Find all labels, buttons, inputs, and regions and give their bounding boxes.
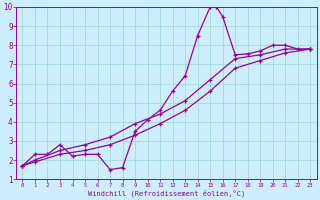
X-axis label: Windchill (Refroidissement éolien,°C): Windchill (Refroidissement éolien,°C) [88, 189, 245, 197]
